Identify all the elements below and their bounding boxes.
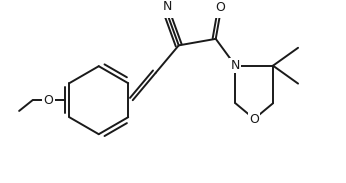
Text: O: O	[215, 1, 225, 14]
Text: O: O	[44, 94, 54, 107]
Text: N: N	[162, 0, 172, 13]
Text: N: N	[231, 59, 240, 72]
Text: O: O	[249, 113, 259, 126]
